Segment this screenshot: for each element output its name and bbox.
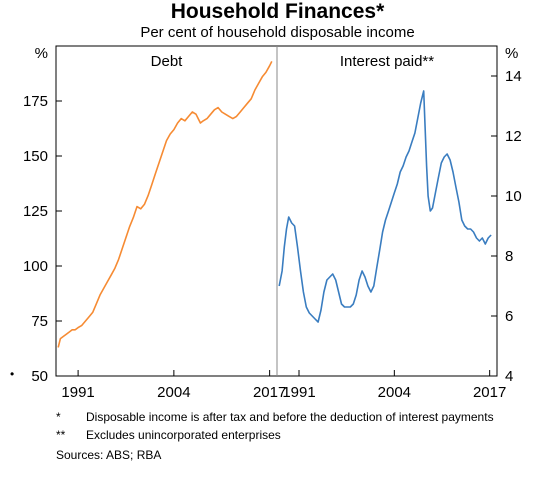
footnote-1: * Disposable income is after tax and bef… bbox=[56, 410, 506, 424]
x-tick-label: 1991 bbox=[61, 384, 94, 400]
footnote-1-text: Disposable income is after tax and befor… bbox=[86, 410, 494, 424]
x-tick-label: 2004 bbox=[378, 384, 411, 400]
y-tick-label-left: 100 bbox=[23, 258, 48, 275]
footnote-2: ** Excludes unincorporated enterprises bbox=[56, 428, 506, 442]
y-tick-label-right: 6 bbox=[505, 308, 513, 325]
debt-series-line bbox=[57, 61, 273, 348]
x-tick-label: 2017 bbox=[473, 384, 506, 400]
footnotes: * Disposable income is after tax and bef… bbox=[56, 410, 506, 462]
panel-title-1: Debt bbox=[151, 53, 184, 70]
y-unit-right: % bbox=[505, 45, 518, 62]
chart-subtitle: Per cent of household disposable income bbox=[140, 24, 415, 41]
y-tick-label-right: 12 bbox=[505, 128, 522, 145]
footnote-2-text: Excludes unincorporated enterprises bbox=[86, 428, 281, 442]
y-tick-label-right: 14 bbox=[505, 68, 522, 85]
interest-series-line bbox=[278, 90, 492, 323]
y-tick-label-right: 4 bbox=[505, 368, 513, 385]
chart-title: Household Finances* bbox=[170, 0, 385, 23]
y-tick-label-left: 50 bbox=[31, 368, 48, 385]
footnote-1-mark: * bbox=[56, 410, 61, 424]
y-tick-label-left: 75 bbox=[31, 313, 48, 330]
bullet-marker: • bbox=[10, 367, 15, 381]
y-tick-label-right: 8 bbox=[505, 248, 513, 265]
x-tick-label: 2017 bbox=[253, 384, 286, 400]
y-tick-label-left: 125 bbox=[23, 203, 48, 220]
sources-note: Sources: ABS; RBA bbox=[56, 448, 162, 462]
y-unit-left: % bbox=[35, 45, 48, 62]
panel-title-2: Interest paid** bbox=[340, 53, 434, 70]
y-tick-label-left: 150 bbox=[23, 148, 48, 165]
footnote-2-mark: ** bbox=[56, 428, 66, 442]
y-tick-label-right: 10 bbox=[505, 188, 522, 205]
chart-area: Debt% 50 75 100 125 150 175 1991 2004 2017 Interes… bbox=[23, 45, 522, 400]
x-tick-label: 2004 bbox=[157, 384, 190, 400]
x-tick-label: 1991 bbox=[282, 384, 315, 400]
y-tick-label-left: 175 bbox=[23, 93, 48, 110]
